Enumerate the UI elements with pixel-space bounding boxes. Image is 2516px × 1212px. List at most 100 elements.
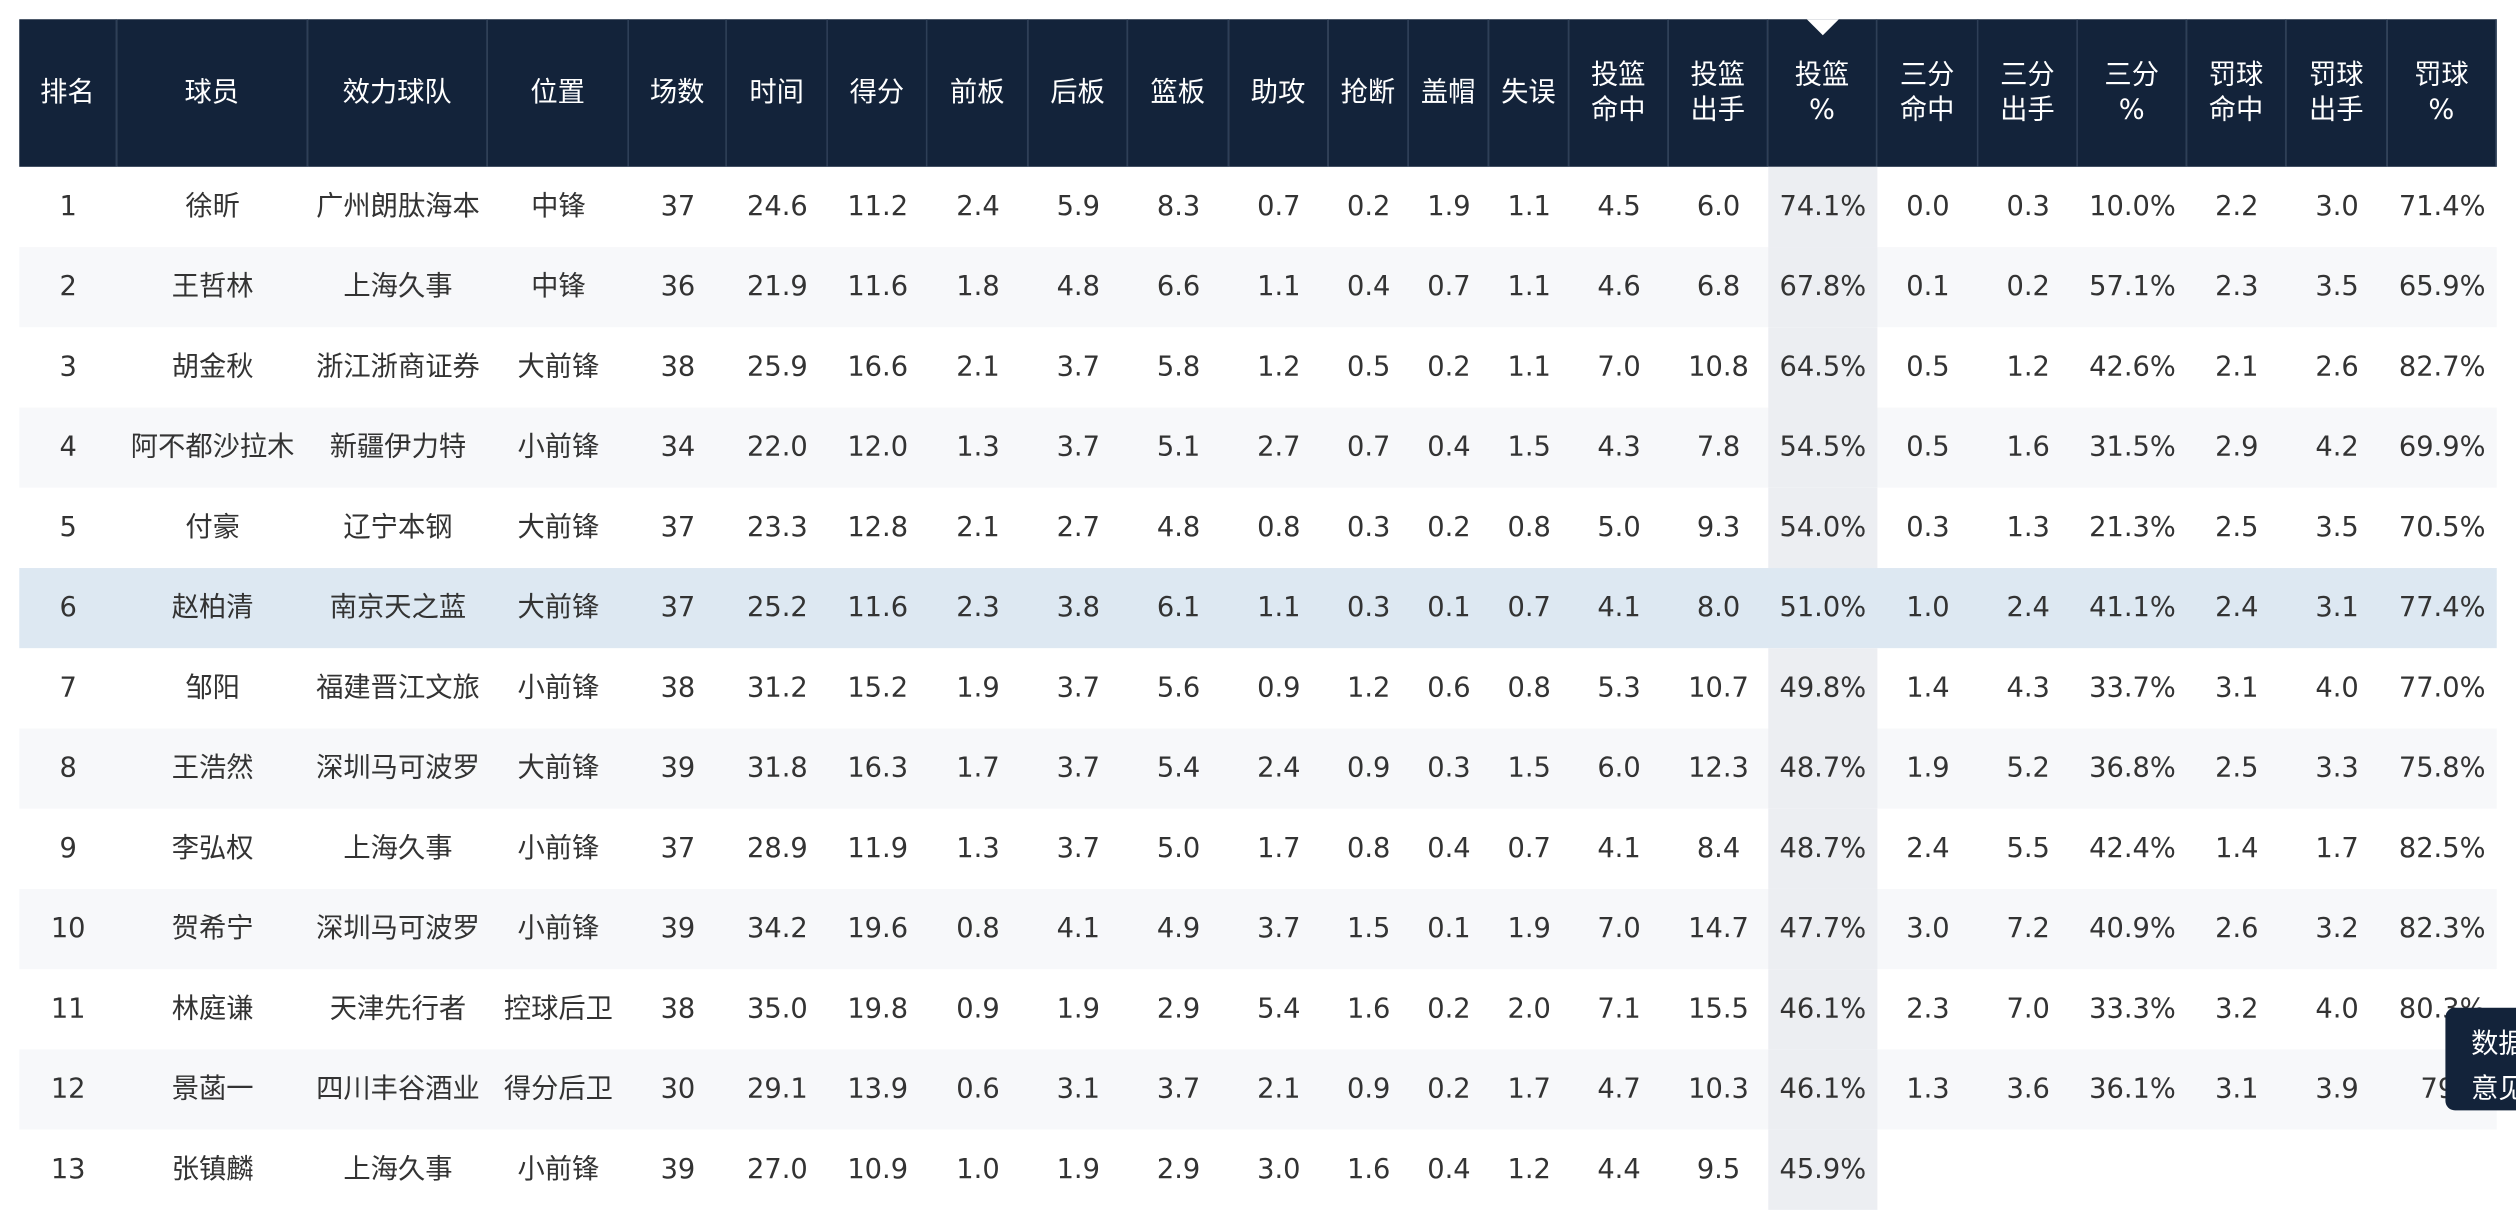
- table-cell: 福建晋江文旅: [316, 672, 480, 705]
- table-cell: 4.8: [1156, 511, 1201, 544]
- header-cell[interactable]: 得分: [827, 19, 928, 167]
- table-cell: 15.5: [1688, 993, 1749, 1026]
- table-cell: 1.4: [2215, 832, 2259, 865]
- table-cell: 3.1: [1056, 1073, 1100, 1106]
- header-cell[interactable]: 排名: [19, 19, 118, 167]
- table-cell: 1.2: [1507, 1153, 1551, 1186]
- table-cell: 6.6: [1156, 271, 1201, 304]
- table-cell: 0.2: [2006, 271, 2050, 304]
- table-cell: 0.6: [1427, 672, 1471, 705]
- table-cell: 1.1: [1507, 351, 1551, 384]
- row-background: [19, 327, 2497, 408]
- table-cell: 19.8: [847, 993, 909, 1026]
- table-cell: 12.8: [847, 511, 909, 544]
- table-cell: 3.7: [1156, 1073, 1201, 1106]
- header-cell[interactable]: 篮板: [1128, 19, 1230, 167]
- header-cell[interactable]: 投篮 %: [1768, 19, 1878, 167]
- table-cell: 45.9%: [1768, 1129, 1878, 1210]
- header-cell[interactable]: 后板: [1028, 19, 1129, 167]
- header-cell[interactable]: 罚球 命中: [2187, 19, 2287, 167]
- table-cell: 82.3%: [2398, 913, 2486, 946]
- table-cell: 1.9: [956, 672, 1000, 705]
- header-cell[interactable]: 球员: [117, 19, 309, 167]
- table-cell: 31.8: [747, 752, 808, 785]
- table-cell: 1.0: [1906, 592, 1950, 625]
- table-cell: 0.5: [1347, 351, 1391, 384]
- header-cell[interactable]: 投篮 命中: [1569, 19, 1669, 167]
- header-cell[interactable]: 三分 出手: [1978, 19, 2078, 167]
- table-cell: 2.7: [1056, 511, 1100, 544]
- table-cell: 2.4: [2006, 592, 2050, 625]
- table-cell: 6.8: [1696, 271, 1741, 304]
- table-cell: 1.3: [956, 431, 1000, 464]
- table-cell: 4.5: [1597, 190, 1641, 224]
- header-cell[interactable]: 失误: [1489, 19, 1570, 167]
- table-cell: 0.3: [1347, 592, 1391, 625]
- row-background: [19, 487, 2497, 569]
- header-cell[interactable]: 场数: [629, 19, 727, 167]
- table-cell: 46.1%: [1768, 969, 1878, 1050]
- table-cell: 65.9%: [2398, 271, 2486, 304]
- table-cell: 33.7%: [2089, 672, 2176, 705]
- header-cell[interactable]: 助攻: [1229, 19, 1329, 167]
- table-cell: 4.2: [2315, 431, 2359, 464]
- table-cell: 13: [50, 1153, 86, 1186]
- table-cell: 4.3: [2006, 672, 2050, 705]
- table-cell: 1.9: [1056, 993, 1100, 1026]
- header-cell[interactable]: 时间: [726, 19, 828, 167]
- table-cell: 1.1: [1257, 271, 1301, 304]
- table-cell: 上海久事: [343, 271, 453, 304]
- table-cell: [2287, 1130, 2388, 1210]
- header-cell[interactable]: 位置: [487, 19, 630, 167]
- table-cell: 30: [660, 1073, 696, 1106]
- table-cell: 0.8: [1507, 511, 1551, 544]
- table-cell: 5.0: [1597, 511, 1641, 544]
- table-cell: 2.1: [2215, 351, 2259, 384]
- header-cell[interactable]: 抢断: [1328, 19, 1409, 167]
- table-cell: 5.0: [1156, 832, 1201, 865]
- table-cell: 大前锋: [517, 752, 600, 785]
- feedback-label: 意见: [2471, 1073, 2516, 1106]
- table-cell: 3.2: [2215, 993, 2259, 1026]
- table-cell: 景菡一: [171, 1073, 254, 1106]
- table-cell: 0.9: [956, 993, 1000, 1026]
- header-cell[interactable]: 盖帽: [1408, 19, 1490, 167]
- feedback-label: 数据: [2471, 1028, 2516, 1061]
- table-cell: 1.5: [1507, 752, 1551, 785]
- table-cell: 0.3: [1906, 511, 1950, 544]
- table-cell: 上海久事: [343, 832, 453, 865]
- table-cell: 51.0%: [1779, 592, 1867, 625]
- table-cell: 4.3: [1597, 431, 1641, 464]
- table-cell: 3.1: [2215, 672, 2259, 705]
- feedback-button[interactable]: 数据 意见: [2445, 1007, 2516, 1111]
- table-cell: 10.8: [1688, 351, 1749, 384]
- header-cell[interactable]: 前板: [927, 19, 1029, 167]
- table-cell: 5.9: [1056, 190, 1100, 224]
- table-cell: 37: [660, 190, 696, 224]
- table-cell: 1.7: [1507, 1073, 1551, 1106]
- table-cell: 69.9%: [2398, 431, 2486, 464]
- header-cell[interactable]: 三分 %: [2077, 19, 2188, 167]
- table-cell: 0.9: [1347, 752, 1391, 785]
- table-cell: 0.3: [1427, 752, 1471, 785]
- table-cell: 深圳马可波罗: [316, 752, 480, 785]
- table-cell: 27.0: [747, 1153, 808, 1186]
- table-cell: 5.5: [2006, 832, 2050, 865]
- table-cell: 1.9: [1906, 752, 1950, 785]
- table-cell: 35.0: [747, 993, 808, 1026]
- header-cell[interactable]: 投篮 出手: [1668, 19, 1769, 167]
- table-cell: 12.0: [847, 431, 909, 464]
- table-cell: 1: [59, 190, 77, 224]
- table-cell: 0.1: [1906, 271, 1950, 304]
- table-cell: 3.5: [2315, 271, 2359, 304]
- table-cell: 0.8: [956, 913, 1000, 946]
- table-cell: 9.5: [1696, 1153, 1741, 1186]
- header-cell[interactable]: 三分 命中: [1877, 19, 1979, 167]
- header-cell[interactable]: 罚球 %: [2387, 19, 2497, 167]
- table-cell: 1.7: [956, 752, 1000, 785]
- table-cell: 3.7: [1056, 431, 1100, 464]
- header-cell[interactable]: 效力球队: [308, 19, 488, 167]
- table-cell: 1.6: [2006, 431, 2050, 464]
- table-cell: 5.6: [1156, 672, 1201, 705]
- header-cell[interactable]: 罚球 出手: [2286, 19, 2388, 167]
